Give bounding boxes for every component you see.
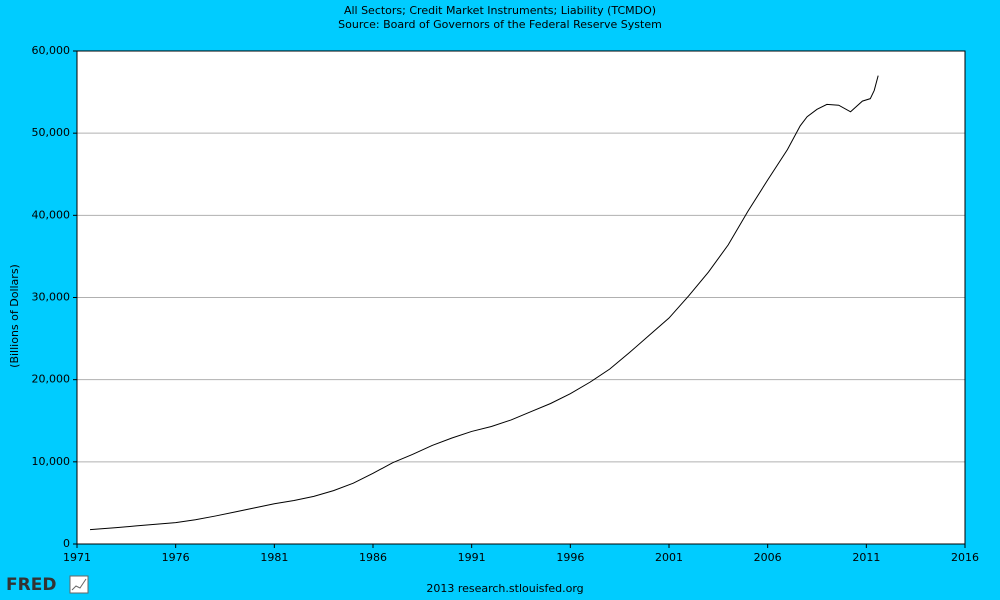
- footer: 2013 research.stlouisfed.org: [426, 582, 583, 595]
- x-tick-label: 1996: [556, 551, 584, 564]
- y-tick-label: 50,000: [32, 126, 71, 139]
- y-tick-label: 30,000: [32, 291, 71, 304]
- y-axis-label: (Billions of Dollars): [8, 264, 21, 368]
- x-tick-label: 1971: [63, 551, 91, 564]
- x-tick-label: 2001: [655, 551, 683, 564]
- y-tick-label: 60,000: [32, 44, 71, 57]
- chart-title: All Sectors; Credit Market Instruments; …: [344, 4, 656, 17]
- x-tick-label: 2011: [852, 551, 880, 564]
- x-tick-label: 2006: [754, 551, 782, 564]
- plot-border: [76, 50, 966, 545]
- logo: FRED: [6, 575, 56, 595]
- y-tick-label: 10,000: [32, 455, 71, 468]
- x-tick-label: 1976: [162, 551, 190, 564]
- x-tick-label: 2016: [951, 551, 979, 564]
- x-tick-label: 1981: [260, 551, 288, 564]
- y-tick-label: 0: [63, 537, 70, 550]
- x-tick-label: 1986: [359, 551, 387, 564]
- y-tick-label: 20,000: [32, 373, 71, 386]
- logo-icon-line: [71, 578, 87, 591]
- x-tick-label: 1991: [458, 551, 486, 564]
- y-tick-label: 40,000: [32, 208, 71, 221]
- chart-subtitle: Source: Board of Governors of the Federa…: [338, 18, 662, 31]
- logo-icon: [69, 575, 89, 594]
- data-line: [89, 75, 879, 531]
